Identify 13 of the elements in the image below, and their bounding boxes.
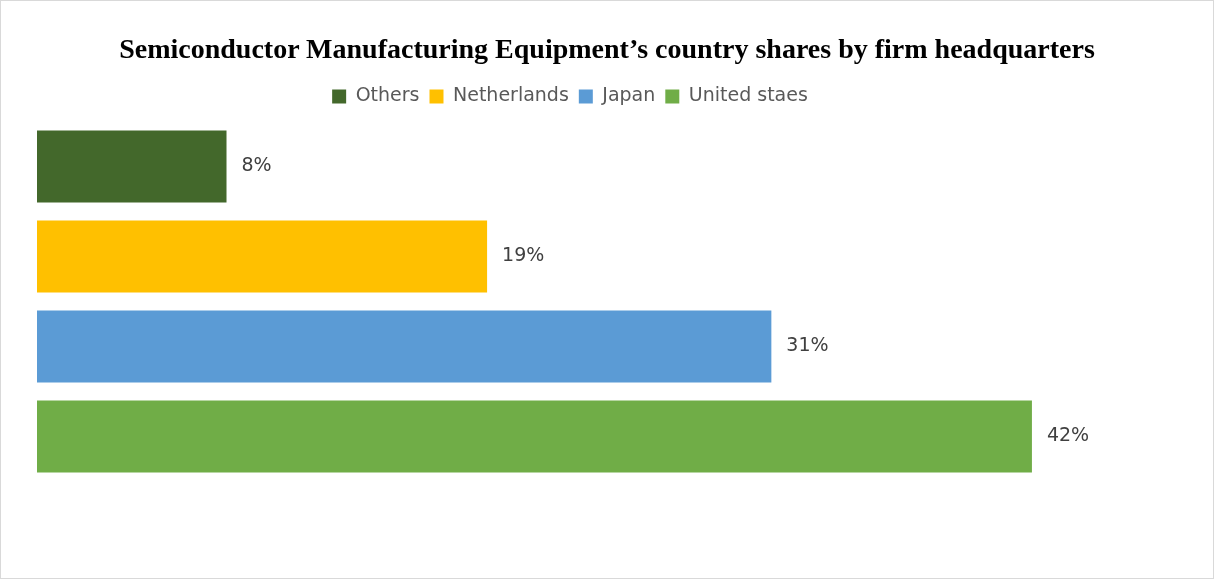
chart-title: Semiconductor Manufacturing Equipment’s country shares by firm headquarters <box>118 32 1096 66</box>
legend-label: Japan <box>601 83 656 106</box>
legend-label: Netherlands <box>452 83 569 106</box>
legend-label: Others <box>355 83 420 106</box>
data-label: 8% <box>241 153 272 176</box>
bar <box>37 130 227 203</box>
data-label: 31% <box>786 333 829 356</box>
bar <box>37 220 488 293</box>
data-label: 42% <box>1046 423 1090 446</box>
bar <box>37 400 1032 473</box>
data-label: 19% <box>502 243 545 266</box>
legend-label: United staes <box>688 83 808 106</box>
bar <box>37 310 772 383</box>
